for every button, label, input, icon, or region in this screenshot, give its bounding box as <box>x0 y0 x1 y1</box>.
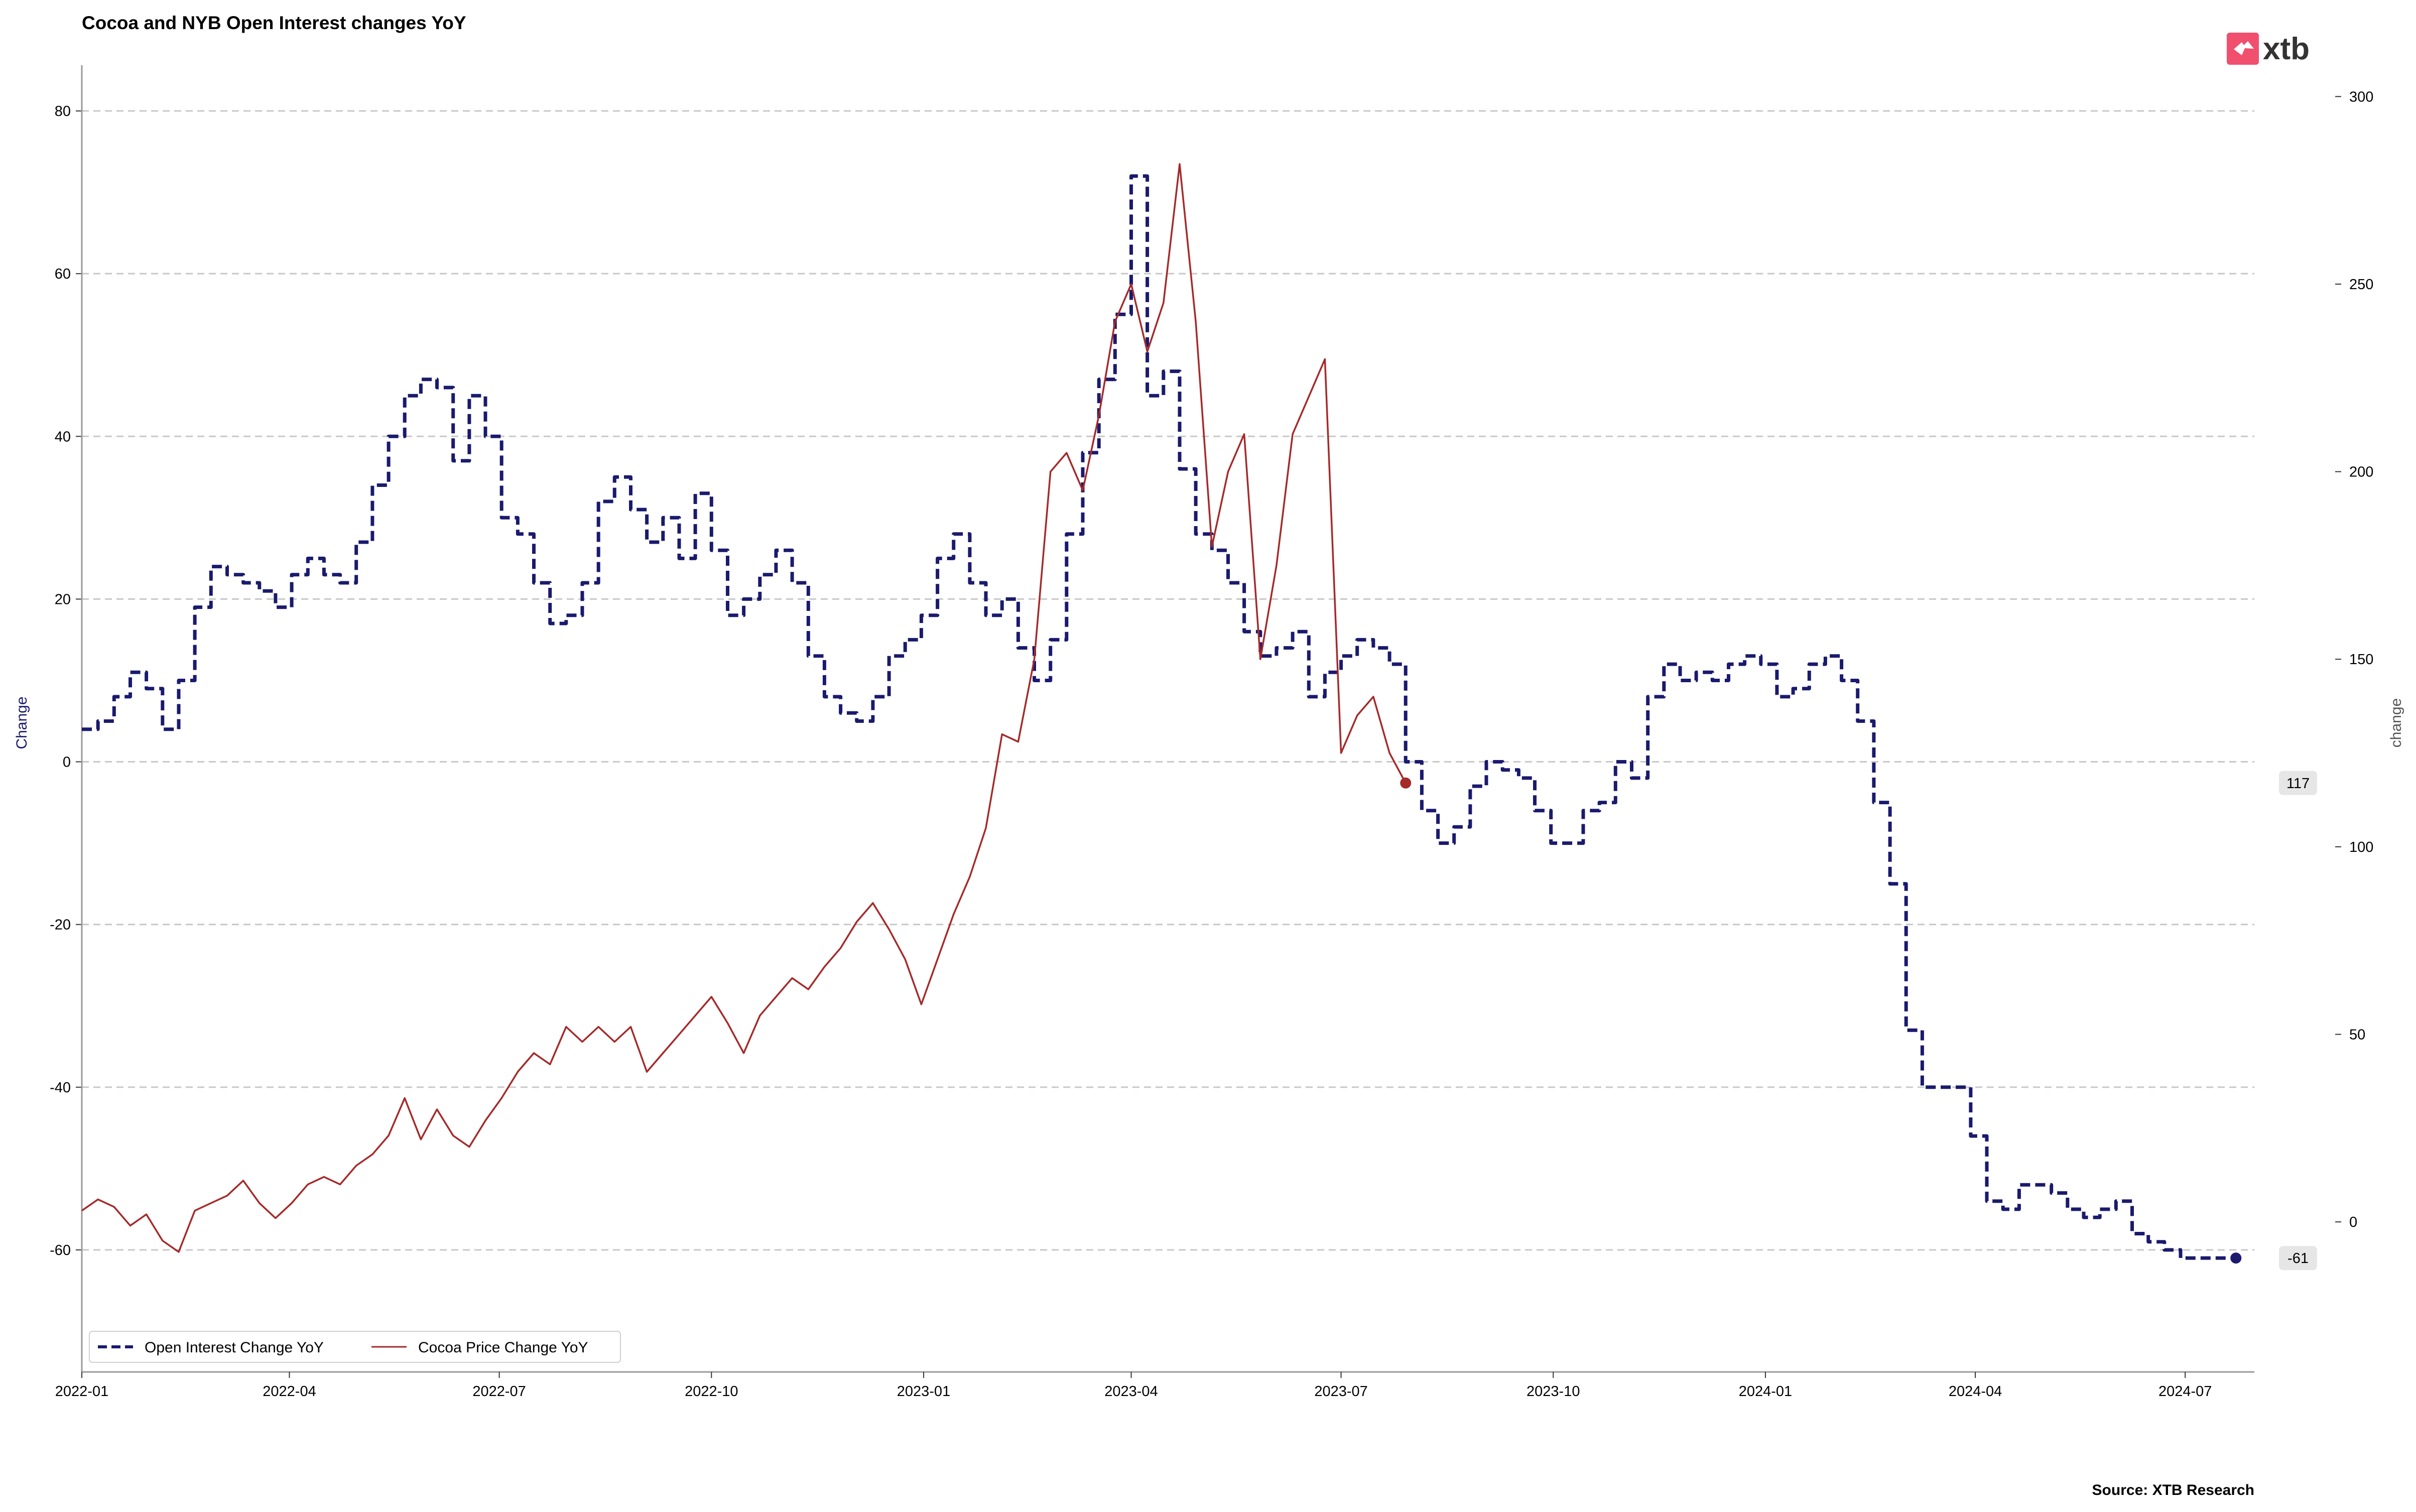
x-tick-label: 2024-01 <box>1739 1383 1792 1400</box>
y-tick-label-left: -40 <box>50 1080 71 1096</box>
y-tick-label-left: 60 <box>55 266 71 282</box>
end-point-open-interest <box>2230 1252 2242 1264</box>
y-tick-label-right: 100 <box>2349 839 2373 855</box>
x-tick-label: 2024-04 <box>1949 1383 2002 1400</box>
axes: 806040200-20-40-603002502001501005002022… <box>50 65 2373 1400</box>
end-value-label: 117 <box>2286 776 2310 792</box>
y-tick-label-left: 80 <box>55 103 71 119</box>
x-tick-label: 2023-07 <box>1314 1383 1367 1400</box>
x-tick-label: 2022-10 <box>685 1383 738 1400</box>
y-tick-label-left: 20 <box>55 591 71 607</box>
x-tick-label: 2022-01 <box>55 1383 108 1400</box>
y-tick-label-right: 200 <box>2349 464 2373 480</box>
y-tick-label-right: 0 <box>2349 1214 2357 1230</box>
x-tick-label: 2022-04 <box>263 1383 316 1400</box>
y-tick-label-right: 50 <box>2349 1027 2365 1043</box>
y-tick-label-right: 250 <box>2349 277 2373 293</box>
end-value-badge <box>2279 771 2317 795</box>
end-point-cocoa <box>1400 777 1412 789</box>
y-axis-label-right: change <box>2388 698 2404 747</box>
x-tick-label: 2023-01 <box>897 1383 950 1400</box>
end-labels: -61 117 <box>2279 771 2317 1271</box>
x-tick-label: 2023-04 <box>1104 1383 1158 1400</box>
y-tick-label-left: -60 <box>50 1242 71 1258</box>
x-tick-label: 2022-07 <box>472 1383 526 1400</box>
legend-box <box>89 1331 621 1363</box>
y-tick-label-right: 150 <box>2349 652 2373 668</box>
y-tick-label-right: 300 <box>2349 89 2373 105</box>
y-axis-label-left: Change <box>14 696 30 749</box>
source-note: Source: XTB Research <box>2092 1482 2254 1498</box>
x-tick-label: 2023-10 <box>1527 1383 1580 1400</box>
y-tick-label-left: -20 <box>50 917 71 933</box>
legend-label-open-interest: Open Interest Change YoY <box>145 1339 324 1356</box>
xtb-logo: xtb <box>2227 32 2310 66</box>
xtb-logo-mark-icon <box>2234 41 2254 55</box>
end-value-label: -61 <box>2287 1250 2309 1267</box>
chart-title: Cocoa and NYB Open Interest changes YoY <box>82 13 466 33</box>
logo-text: xtb <box>2263 32 2310 66</box>
legend-label-cocoa: Cocoa Price Change YoY <box>418 1339 588 1356</box>
series <box>81 163 2242 1264</box>
series-line-open-interest <box>82 174 2236 1260</box>
grid <box>82 110 2254 1251</box>
legend: Open Interest Change YoY Cocoa Price Cha… <box>89 1331 621 1363</box>
end-value-badge <box>2279 1246 2317 1271</box>
series-line-cocoa <box>81 163 1407 1253</box>
y-tick-label-left: 40 <box>55 429 71 445</box>
y-tick-label-left: 0 <box>63 754 71 771</box>
x-tick-label: 2024-07 <box>2158 1383 2212 1400</box>
